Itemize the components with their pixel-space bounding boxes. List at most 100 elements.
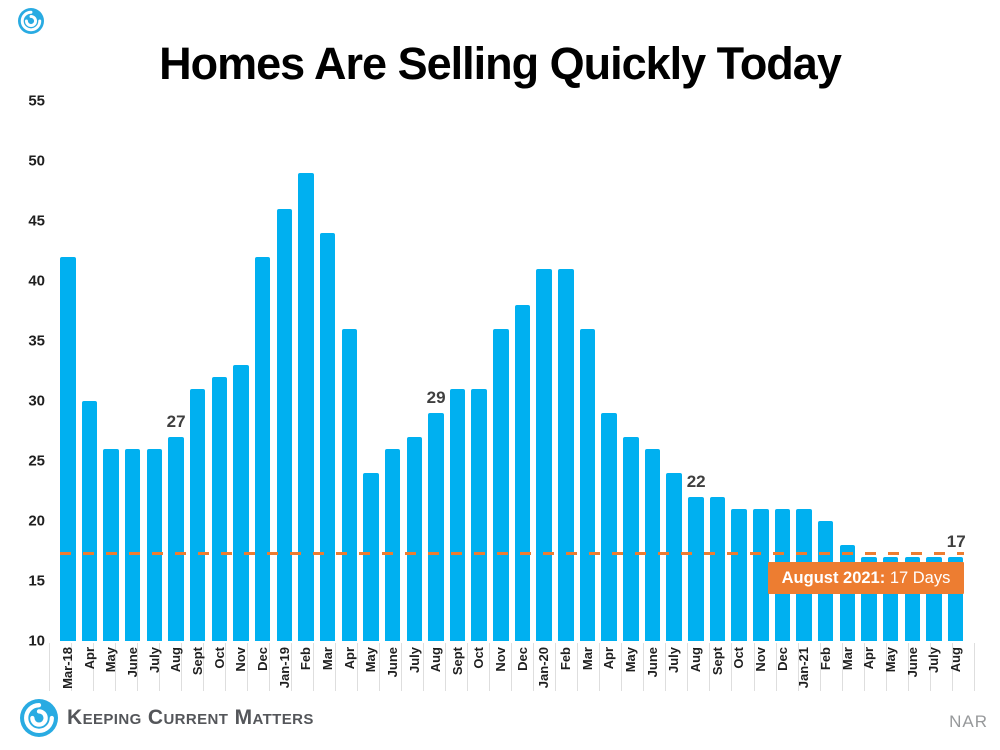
x-axis-label: Mar xyxy=(320,647,336,705)
x-axis-label-text: Mar-18 xyxy=(60,647,75,689)
bar-may xyxy=(363,473,379,641)
x-axis-label: Apr xyxy=(82,647,98,705)
x-axis-label-text: Feb xyxy=(298,647,314,671)
x-axis-label: Jan-19 xyxy=(277,647,293,705)
bar-july xyxy=(146,449,163,641)
x-axis-label: May xyxy=(623,647,639,705)
x-axis-label-text: Dec xyxy=(774,647,790,671)
x-axis-label: Jan-20 xyxy=(536,647,552,705)
bar-mar xyxy=(579,329,596,641)
x-axis-label-text: July xyxy=(146,647,162,674)
x-tick-mark xyxy=(49,643,50,691)
x-axis-label: June xyxy=(905,647,921,705)
x-axis-label: Dec xyxy=(255,647,271,705)
bar-may xyxy=(103,449,119,641)
x-axis-label-text: Apr xyxy=(81,647,97,670)
bar-july xyxy=(406,437,422,641)
x-axis-label: Apr xyxy=(601,647,617,705)
x-axis-label: Apr xyxy=(342,647,358,705)
bar-nov xyxy=(753,509,769,641)
bar-june xyxy=(124,449,141,641)
x-axis-label-text: Oct xyxy=(211,647,227,669)
x-axis-label-text: Nov xyxy=(493,647,509,672)
x-axis-label-text: June xyxy=(124,647,140,678)
x-axis-label: Feb xyxy=(558,647,574,705)
y-tick-label: 10 xyxy=(28,632,45,650)
x-axis-label: Aug xyxy=(688,647,704,705)
kcm-swirl-icon-small xyxy=(18,8,44,34)
x-axis-label-text: Dec xyxy=(254,647,270,671)
x-axis-label-text: Sept xyxy=(449,647,465,676)
bar-apr xyxy=(601,413,617,641)
bar-mar-18 xyxy=(60,257,76,641)
x-axis-label-text: May xyxy=(882,647,898,673)
x-axis-label-text: Feb xyxy=(558,647,574,671)
x-axis-label-text: Apr xyxy=(601,647,617,670)
x-axis-label: Aug xyxy=(428,647,444,705)
x-axis-label-text: May xyxy=(363,647,379,673)
bar-dec xyxy=(514,305,531,641)
kcm-swirl-icon xyxy=(20,699,58,737)
x-axis-label: Oct xyxy=(471,647,487,705)
x-axis-label: July xyxy=(666,647,682,705)
callout-bold-text: August 2021: xyxy=(781,568,886,587)
y-tick-label: 25 xyxy=(28,452,45,470)
x-axis-label-text: Apr xyxy=(861,647,877,670)
kcm-logo: Keeping Current Matters xyxy=(20,699,314,737)
x-axis-label: Feb xyxy=(298,647,314,705)
x-axis-label: Oct xyxy=(212,647,228,705)
source-label: NAR xyxy=(949,712,988,731)
bar-jan-20 xyxy=(536,269,552,641)
y-tick-label: 30 xyxy=(28,392,45,410)
bar-july xyxy=(666,473,682,641)
x-axis-label-text: Jan-20 xyxy=(536,647,552,689)
x-axis-label: Oct xyxy=(731,647,747,705)
x-axis-label-text: June xyxy=(644,647,660,678)
y-tick-label: 20 xyxy=(28,512,45,530)
x-axis-label-text: Sept xyxy=(709,647,725,676)
x-axis-label: Jan-21 xyxy=(796,647,812,705)
x-tick-mark xyxy=(973,643,975,691)
x-axis-label-text: May xyxy=(103,647,119,673)
x-axis-label-text: June xyxy=(384,647,400,678)
bar-june xyxy=(644,449,661,641)
x-axis-label: Nov xyxy=(753,647,769,705)
x-axis-label: Sept xyxy=(450,647,466,705)
x-axis-label: Aug xyxy=(948,647,964,705)
x-axis-label: Feb xyxy=(818,647,834,705)
x-axis-label: Apr xyxy=(861,647,877,705)
bar-oct xyxy=(211,377,228,641)
x-axis-label-text: July xyxy=(666,647,682,674)
x-axis-label-text: Oct xyxy=(471,647,487,669)
x-axis-label-text: Aug xyxy=(428,647,444,673)
x-axis-label: Mar xyxy=(840,647,856,705)
x-axis-label: May xyxy=(883,647,899,705)
x-axis-label: July xyxy=(926,647,942,705)
x-axis-label-text: Jan-21 xyxy=(796,647,812,689)
x-axis-label-text: July xyxy=(406,647,422,674)
x-axis-label-text: Oct xyxy=(731,647,747,669)
bar-annotation-29: 29 xyxy=(426,388,446,407)
bar-aug xyxy=(688,497,704,641)
bar-feb xyxy=(558,269,574,641)
y-tick-label: 40 xyxy=(28,272,45,290)
bar-sept xyxy=(709,497,726,641)
bar-jan-19 xyxy=(276,209,293,641)
kcm-logo-text: Keeping Current Matters xyxy=(67,706,314,729)
x-axis-label-text: Feb xyxy=(817,647,833,671)
x-axis-label: Aug xyxy=(168,647,184,705)
y-tick-label: 50 xyxy=(28,152,45,170)
x-axis-label-text: Apr xyxy=(341,647,357,670)
x-axis-label: Sept xyxy=(710,647,726,705)
x-axis-label: Sept xyxy=(190,647,206,705)
y-tick-label: 35 xyxy=(28,332,45,350)
x-axis-label: May xyxy=(363,647,379,705)
bar-apr xyxy=(341,329,358,641)
bar-annotation-27: 27 xyxy=(166,412,186,431)
y-tick-label: 55 xyxy=(28,92,45,110)
bar-oct xyxy=(731,509,747,641)
x-axis-label-text: Mar xyxy=(839,647,855,671)
bar-annotation-22: 22 xyxy=(686,472,706,491)
x-axis-label: Dec xyxy=(515,647,531,705)
